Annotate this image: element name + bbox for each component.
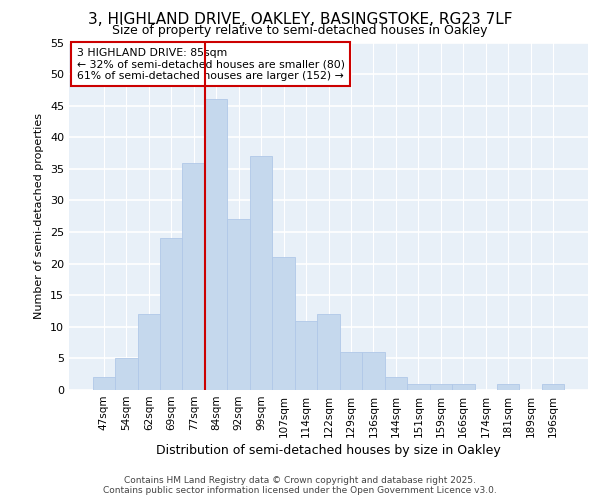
Bar bbox=[317, 314, 340, 390]
Bar bbox=[137, 314, 160, 390]
Bar bbox=[160, 238, 182, 390]
Bar bbox=[295, 320, 317, 390]
Bar bbox=[227, 220, 250, 390]
Text: Contains HM Land Registry data © Crown copyright and database right 2025.
Contai: Contains HM Land Registry data © Crown c… bbox=[103, 476, 497, 495]
Text: 3, HIGHLAND DRIVE, OAKLEY, BASINGSTOKE, RG23 7LF: 3, HIGHLAND DRIVE, OAKLEY, BASINGSTOKE, … bbox=[88, 12, 512, 26]
Bar bbox=[430, 384, 452, 390]
Bar bbox=[205, 100, 227, 390]
Text: Size of property relative to semi-detached houses in Oakley: Size of property relative to semi-detach… bbox=[112, 24, 488, 37]
Bar bbox=[385, 378, 407, 390]
Y-axis label: Number of semi-detached properties: Number of semi-detached properties bbox=[34, 114, 44, 320]
Bar bbox=[362, 352, 385, 390]
Bar bbox=[497, 384, 520, 390]
Bar bbox=[250, 156, 272, 390]
Bar bbox=[182, 162, 205, 390]
Text: 3 HIGHLAND DRIVE: 85sqm
← 32% of semi-detached houses are smaller (80)
61% of se: 3 HIGHLAND DRIVE: 85sqm ← 32% of semi-de… bbox=[77, 48, 345, 81]
Bar bbox=[115, 358, 137, 390]
Bar bbox=[272, 258, 295, 390]
Bar bbox=[452, 384, 475, 390]
Bar bbox=[407, 384, 430, 390]
Bar bbox=[92, 378, 115, 390]
X-axis label: Distribution of semi-detached houses by size in Oakley: Distribution of semi-detached houses by … bbox=[156, 444, 501, 457]
Bar bbox=[340, 352, 362, 390]
Bar bbox=[542, 384, 565, 390]
